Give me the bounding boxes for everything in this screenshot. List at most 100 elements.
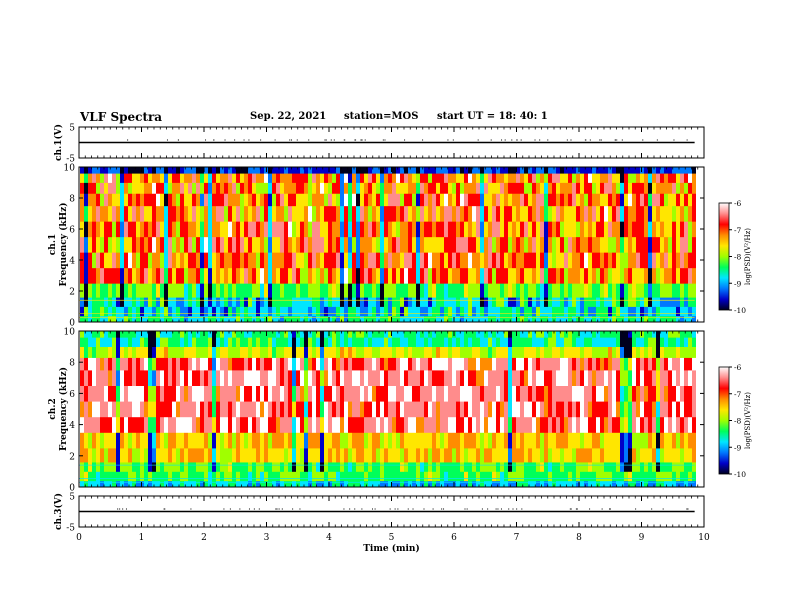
spectrogram-cell: [300, 182, 304, 194]
spectrogram-cell: [348, 480, 352, 488]
spectrogram-cell: [240, 401, 244, 418]
spectrogram-cell: [212, 331, 216, 338]
voltage-speck: [511, 139, 513, 141]
spectrogram-cell: [460, 357, 464, 371]
spectrogram-cell: [456, 236, 460, 253]
spectrogram-cell: [292, 182, 296, 194]
spectrogram-cell: [260, 432, 264, 449]
spectrogram-cell: [92, 385, 96, 402]
spectrogram-cell: [592, 193, 596, 207]
spectrogram-cell: [668, 267, 672, 284]
spectrogram-cell: [172, 267, 176, 284]
spectrogram-cell: [604, 357, 608, 371]
spectrogram-cell: [504, 462, 508, 472]
spectrogram-cell: [204, 267, 208, 284]
spectrogram-cell: [144, 173, 148, 183]
spectrogram-cell: [320, 236, 324, 253]
spectrogram-cell: [640, 283, 644, 298]
spectrogram-cell: [576, 346, 580, 358]
spectrogram-cell: [220, 221, 224, 238]
spectrogram-cell: [504, 306, 508, 317]
spectrogram-cell: [200, 385, 204, 402]
spectrogram-cell: [692, 471, 696, 482]
spectrogram-cell: [604, 385, 608, 402]
spectrogram-cell: [264, 283, 268, 298]
spectrogram-cell: [596, 167, 600, 174]
spectrogram-cell: [248, 385, 252, 402]
spectrogram-cell: [164, 173, 168, 183]
spectrogram-cell: [212, 297, 216, 307]
spectrogram-cell: [116, 306, 120, 317]
spectrogram-cell: [364, 267, 368, 284]
spectrogram-cell: [416, 480, 420, 488]
spectrogram-cell: [576, 448, 580, 463]
spectrogram-cell: [160, 252, 164, 269]
spectrogram-cell: [432, 283, 436, 298]
spectrogram-cell: [384, 297, 388, 307]
spectrogram-cell: [212, 205, 216, 222]
voltage-speck: [384, 139, 386, 141]
spectrogram-cell: [596, 173, 600, 183]
spectrogram-cell: [404, 193, 408, 207]
spectrogram-cell: [244, 297, 248, 307]
spectrogram-cell: [484, 236, 488, 253]
spectrogram-cell: [312, 448, 316, 463]
spectrogram-cell: [180, 385, 184, 402]
spectrogram-cell: [572, 385, 576, 402]
spectrogram-cell: [488, 173, 492, 183]
spectrogram-cell: [480, 205, 484, 222]
spectrogram-cell: [256, 401, 260, 418]
spectrogram-cell: [84, 370, 88, 386]
spectrogram-cell: [556, 193, 560, 207]
spectrogram-cell: [304, 173, 308, 183]
spectrogram-cell: [236, 315, 240, 323]
spectrogram-cell: [372, 370, 376, 386]
spectrogram-cell: [592, 385, 596, 402]
spectrogram-cell: [628, 471, 632, 482]
spectrogram-cell: [216, 205, 220, 222]
spectrogram-cell: [380, 432, 384, 449]
spectrogram-cell: [556, 416, 560, 433]
spectrogram-cell: [264, 267, 268, 284]
spectrogram-cell: [188, 416, 192, 433]
spectrogram-cell: [92, 193, 96, 207]
spectrogram-cell: [608, 385, 612, 402]
spectrogram-cell: [404, 471, 408, 482]
spectrogram-cell: [660, 385, 664, 402]
spectrogram-cell: [296, 432, 300, 449]
spectrogram-cell: [564, 432, 568, 449]
spectrogram-cell: [348, 416, 352, 433]
spectrogram-cell: [188, 297, 192, 307]
spectrogram-cell: [300, 267, 304, 284]
voltage-speck: [686, 508, 688, 510]
spectrogram-cell: [516, 315, 520, 323]
spectrogram-cell: [176, 385, 180, 402]
spectrogram-cell: [228, 401, 232, 418]
spectrogram-cell: [652, 337, 656, 347]
spectrogram-cell: [448, 337, 452, 347]
spectrogram-cell: [344, 167, 348, 174]
spectrogram-cell: [620, 448, 624, 463]
spectrogram-cell: [380, 283, 384, 298]
spectrogram-cell: [348, 252, 352, 269]
spectrogram-cell: [340, 193, 344, 207]
spectrogram-cell: [172, 480, 176, 488]
spectrogram-cell: [596, 297, 600, 307]
spectrogram-cell: [136, 480, 140, 488]
spectrogram-cell: [536, 236, 540, 253]
spectrogram-cell: [608, 267, 612, 284]
spectrogram-cell: [236, 283, 240, 298]
spectrogram-cell: [460, 331, 464, 338]
spectrogram-cell: [80, 471, 84, 482]
spectrogram-cell: [308, 306, 312, 317]
spectrogram-cell: [496, 385, 500, 402]
spectrogram-cell: [600, 401, 604, 418]
spectrogram-cell: [516, 337, 520, 347]
spectrogram-cell: [100, 182, 104, 194]
spectrogram-cell: [668, 337, 672, 347]
spectrogram-cell: [288, 297, 292, 307]
spectrogram-cell: [84, 432, 88, 449]
spectrogram-cell: [596, 283, 600, 298]
spectrogram-cell: [324, 267, 328, 284]
spectrogram-cell: [620, 205, 624, 222]
